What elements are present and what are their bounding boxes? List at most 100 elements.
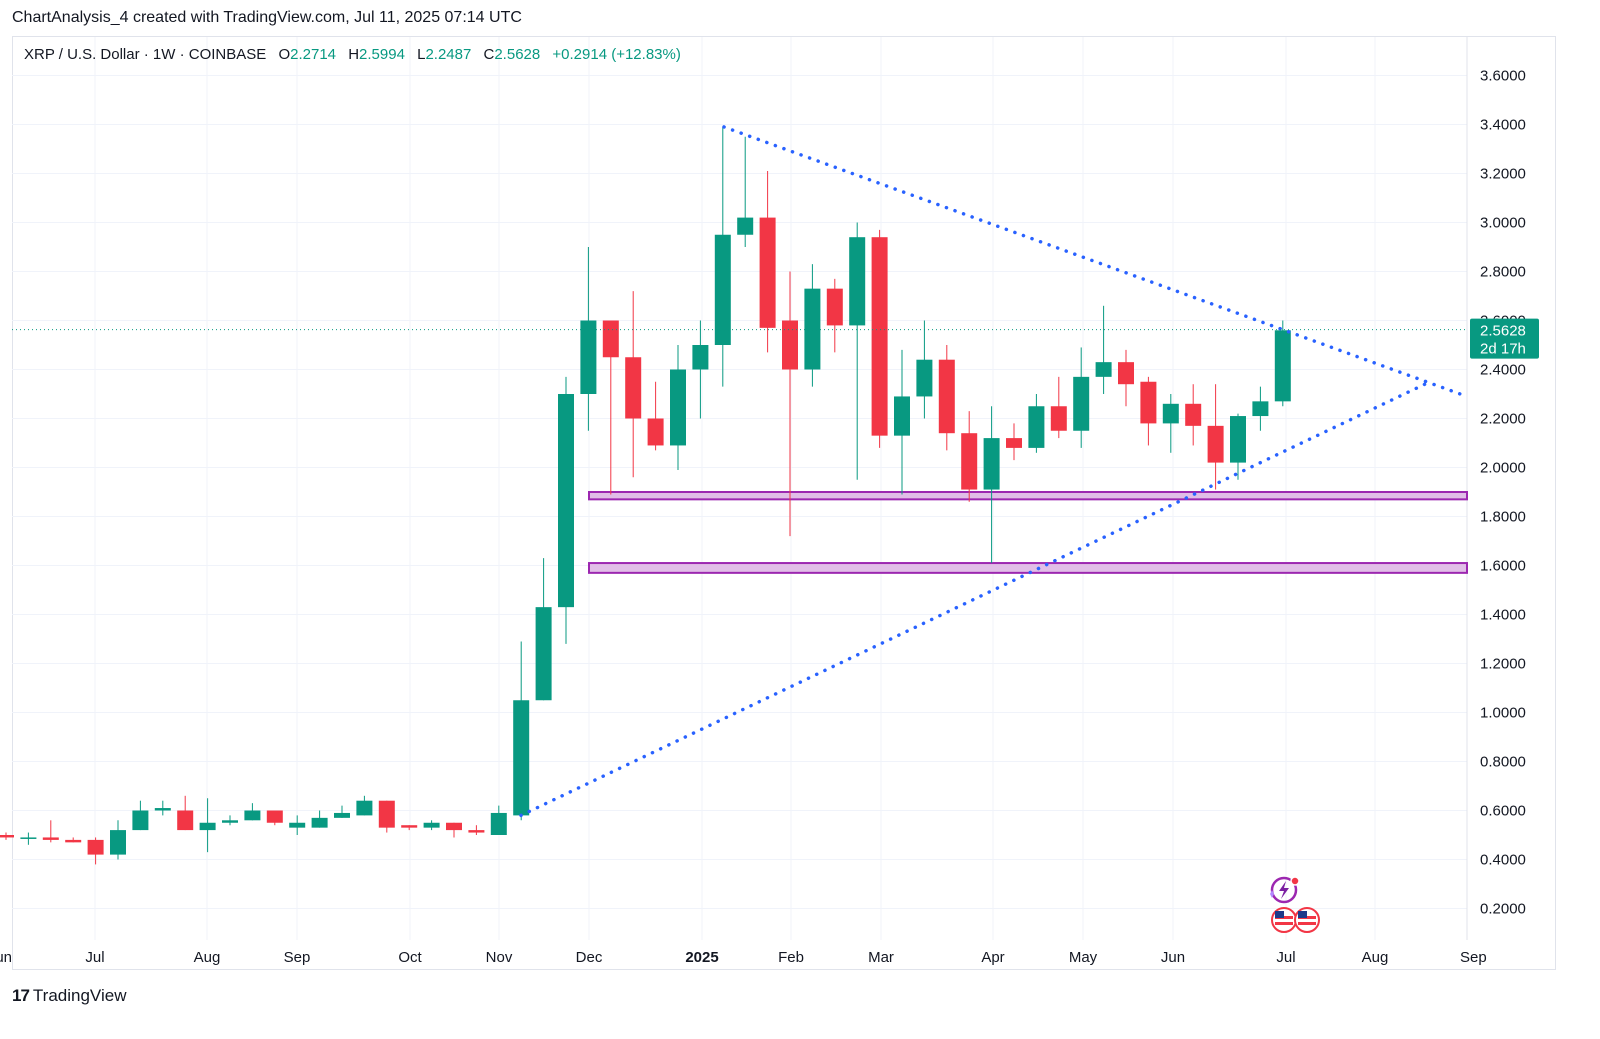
candle-body bbox=[490, 812, 507, 835]
candle-body bbox=[222, 820, 238, 823]
candle-body bbox=[1050, 406, 1067, 431]
low-label: L bbox=[417, 46, 426, 63]
candle-body bbox=[401, 825, 418, 828]
brand-name: TradingView bbox=[32, 986, 127, 1005]
candle-body bbox=[871, 237, 888, 436]
x-tick-label: Sep bbox=[1460, 949, 1487, 966]
x-tick-label: Nov bbox=[486, 949, 513, 966]
chart-frame bbox=[12, 36, 1556, 970]
chart-badge-icons bbox=[1270, 876, 1320, 933]
candle-body bbox=[1185, 403, 1202, 426]
y-tick-label: 0.4000 bbox=[1480, 852, 1526, 869]
candle-body bbox=[468, 830, 485, 833]
close-label: C bbox=[483, 46, 495, 63]
x-tick-label: Feb bbox=[778, 949, 804, 966]
candle-body bbox=[311, 817, 328, 828]
candle-body bbox=[737, 217, 754, 235]
y-tick-label: 1.8000 bbox=[1480, 509, 1526, 526]
x-tick-label: Sep bbox=[284, 949, 311, 966]
candle-body bbox=[1162, 403, 1179, 424]
x-tick-label: Jun bbox=[0, 949, 12, 966]
candle-body bbox=[154, 808, 171, 811]
candle-body bbox=[1274, 330, 1291, 402]
candle-body bbox=[983, 438, 1000, 490]
candle-body bbox=[759, 217, 776, 328]
low-value: 2.2487 bbox=[425, 46, 472, 63]
candle-body bbox=[558, 394, 574, 608]
candle-body bbox=[602, 320, 619, 358]
y-tick-label: 0.8000 bbox=[1480, 754, 1526, 771]
close-value: 2.5628 bbox=[494, 46, 541, 63]
candle-body bbox=[289, 822, 306, 828]
y-tick-label: 0.6000 bbox=[1480, 803, 1526, 820]
candle-body bbox=[1230, 416, 1246, 463]
support-zone-2 bbox=[588, 562, 1468, 574]
x-tick-label: Oct bbox=[398, 949, 422, 966]
candle-body bbox=[1207, 425, 1224, 463]
x-tick-label: Mar bbox=[868, 949, 894, 966]
candle-body bbox=[1006, 438, 1022, 448]
us-flag-icon[interactable] bbox=[1271, 907, 1320, 933]
candle-body bbox=[647, 418, 664, 446]
lightning-icon[interactable] bbox=[1270, 876, 1300, 904]
candle-body bbox=[266, 810, 283, 823]
candle-body bbox=[714, 234, 731, 345]
candle-body bbox=[625, 357, 642, 419]
y-tick-label: 1.0000 bbox=[1480, 705, 1526, 722]
candle-body bbox=[849, 237, 866, 326]
y-tick-label: 3.6000 bbox=[1480, 68, 1526, 85]
candle-body bbox=[1095, 362, 1112, 377]
x-tick-label: Apr bbox=[981, 949, 1004, 966]
candle-body bbox=[916, 359, 933, 397]
candle-body bbox=[1028, 406, 1045, 448]
candle-body bbox=[446, 822, 462, 831]
y-tick-label: 2.4000 bbox=[1480, 362, 1526, 379]
candle-body bbox=[0, 835, 14, 838]
candle-body bbox=[961, 433, 978, 490]
x-tick-label: Jul bbox=[1276, 949, 1295, 966]
candle-body bbox=[42, 837, 59, 840]
candle-body bbox=[356, 800, 373, 816]
candle-body bbox=[670, 369, 686, 446]
chart-caption: ChartAnalysis_4 created with TradingView… bbox=[12, 9, 522, 26]
x-tick-label: 2025 bbox=[685, 949, 718, 966]
price-tag-value: 2.5628 bbox=[1480, 323, 1526, 340]
candle-body bbox=[692, 345, 709, 370]
y-tick-label: 0.2000 bbox=[1480, 901, 1526, 918]
y-tick-label: 1.6000 bbox=[1480, 558, 1526, 575]
candle-body bbox=[199, 822, 216, 831]
candle-body bbox=[894, 396, 910, 436]
candle-body bbox=[804, 288, 821, 370]
candle-body bbox=[110, 830, 126, 855]
price-tag-countdown: 2d 17h bbox=[1480, 341, 1526, 358]
y-tick-label: 3.2000 bbox=[1480, 166, 1526, 183]
x-tick-label: Aug bbox=[1362, 949, 1389, 966]
candle-body bbox=[782, 320, 798, 370]
change-value: +0.2914 (+12.83%) bbox=[552, 46, 681, 63]
y-tick-label: 3.4000 bbox=[1480, 117, 1526, 134]
open-label: O bbox=[278, 46, 291, 63]
candle-body bbox=[580, 320, 597, 394]
candle-body bbox=[20, 837, 37, 839]
candle-body bbox=[938, 359, 955, 434]
y-tick-label: 2.0000 bbox=[1480, 460, 1526, 477]
candle-body bbox=[65, 839, 82, 843]
open-value: 2.2714 bbox=[290, 46, 337, 63]
high-value: 2.5994 bbox=[359, 46, 405, 63]
support-zone-1 bbox=[588, 491, 1468, 501]
x-tick-label: Jul bbox=[85, 949, 104, 966]
ohlc-legend: XRP / U.S. Dollar · 1W · COINBASE O2.271… bbox=[24, 46, 681, 63]
candle-body bbox=[177, 810, 194, 831]
candle-body bbox=[334, 812, 350, 818]
tradingview-brand[interactable]: 17 TradingView bbox=[12, 986, 126, 1006]
y-tick-label: 1.2000 bbox=[1480, 656, 1526, 673]
candle-body bbox=[513, 700, 530, 816]
candle-body bbox=[423, 822, 440, 828]
symbol-label[interactable]: XRP / U.S. Dollar · 1W · COINBASE bbox=[24, 46, 267, 63]
x-tick-label: Jun bbox=[1161, 949, 1185, 966]
candle-body bbox=[1140, 381, 1157, 424]
candle-body bbox=[1118, 362, 1134, 385]
descending-trendline bbox=[722, 125, 1469, 399]
x-tick-label: Dec bbox=[576, 949, 603, 966]
